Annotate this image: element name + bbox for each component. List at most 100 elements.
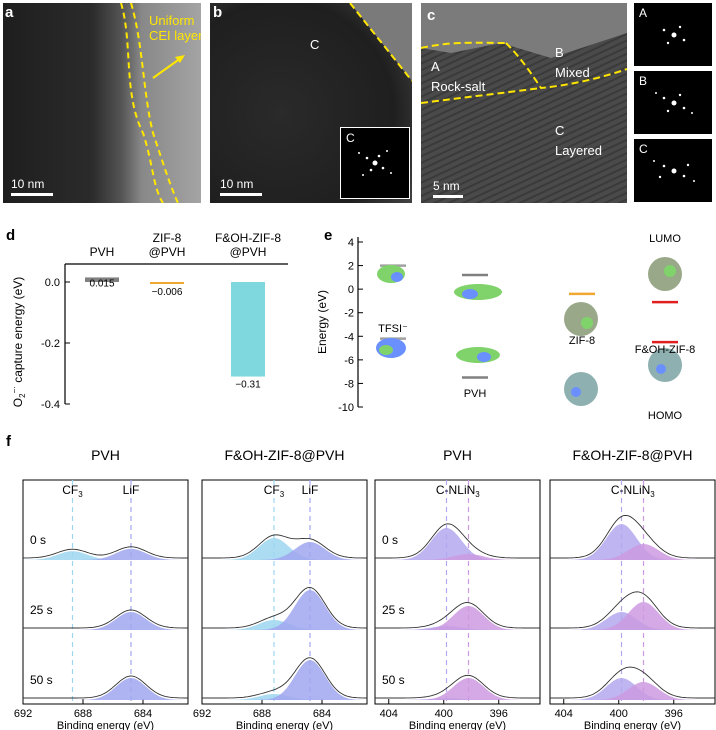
region-a-name: Rock-salt (431, 79, 486, 94)
xps-peak-fill (375, 606, 540, 630)
panel-letter-e: e (324, 227, 332, 244)
tem-image-a: Uniform CEI layer 10 nm (3, 3, 201, 203)
xps-envelope (550, 666, 715, 699)
species-label-fohzif8: F&OH-ZIF-8 (635, 344, 696, 356)
fft-a: A (634, 3, 712, 66)
chart-d-bar (150, 282, 184, 284)
fft-inset-b: C (340, 127, 410, 199)
fft-b: B (634, 71, 712, 134)
xps-frame (201, 479, 368, 705)
xps-column-title: F&OH-ZIF-8@PVH (573, 447, 693, 463)
molecule-fohzif-homo (648, 348, 682, 382)
xps-peak-label: CF3 (62, 483, 83, 499)
species-label-pvh: PVH (464, 388, 487, 400)
xps-peak-fill (550, 602, 715, 630)
xps-peak-fill (23, 551, 188, 560)
chart-e-ytick-label: 2 (348, 261, 354, 273)
chart-e-ytick-label: -6 (344, 355, 354, 367)
xps-frame (22, 479, 189, 705)
xps-peak-fill (202, 542, 367, 560)
xps-xtick-label: 404 (555, 708, 573, 720)
xps-time-label: 25 s (30, 603, 53, 617)
xps-xtick-label: 688 (253, 708, 271, 720)
xps-envelope (375, 523, 540, 559)
chart-d-ytick-label: 0.0 (45, 277, 60, 289)
chart-d-category-label: @PVH (149, 245, 186, 259)
region-c-name: Layered (555, 143, 602, 158)
xps-column-title: PVH (91, 447, 120, 463)
panel-letter-c: c (427, 7, 436, 24)
xps-xtick-label: 400 (435, 708, 453, 720)
chart-d-value-label: −0.31 (235, 380, 261, 391)
xps-xtick-label: 692 (193, 708, 211, 720)
xps-peak-fill (202, 660, 367, 700)
panel-letter-b: b (213, 4, 223, 21)
xps-envelope (202, 534, 367, 559)
chart-d-bar (85, 277, 119, 282)
xps-envelope (23, 609, 188, 629)
chart-e-ytick-label: -2 (344, 308, 354, 320)
xps-xtick-label: 684 (313, 708, 331, 720)
panel-letter-f: f (6, 433, 12, 450)
xps-xlabel: Binding energy (eV) (584, 720, 681, 730)
xps-time-label: 0 s (30, 533, 46, 547)
xps-xtick-label: 688 (74, 708, 92, 720)
xps-time-label: 50 s (30, 673, 53, 687)
molecule-tfsi-homo (376, 338, 406, 358)
region-label-c-b: C (310, 37, 320, 52)
xps-xtick-label: 396 (490, 708, 508, 720)
molecule-pvh-lumo (454, 284, 502, 300)
fft-letter-b2: B (639, 74, 648, 88)
scale-label-b: 10 nm (220, 177, 254, 191)
chart-d-category-label: PVH (90, 245, 115, 259)
molecule-pvh-homo (456, 347, 500, 363)
chart-e-ytick-label: 0 (348, 284, 354, 296)
xps-envelope (202, 657, 367, 699)
species-label-tfsi: TFSI⁻ (378, 323, 408, 335)
chart-d-value-label: −0.006 (152, 287, 183, 298)
xps-column-title: F&OH-ZIF-8@PVH (225, 447, 345, 463)
xps-peak-label: C-N (611, 483, 632, 497)
xps-frame (374, 479, 541, 705)
xps-peak-label: CF3 (264, 483, 285, 499)
xps-envelope (202, 586, 367, 629)
xps-peak-fill (375, 528, 540, 560)
chart-d-ylabel: O2−· capture energy (eV) (10, 277, 27, 408)
xps-peak-fill (202, 590, 367, 630)
scale-bar-a (11, 193, 53, 196)
xps-peak-label: LiF (302, 483, 319, 497)
xps-envelope (550, 514, 715, 559)
chart-d-ytick-label: -0.2 (41, 338, 60, 350)
scale-bar-c (433, 195, 463, 198)
fft-letter-b: C (346, 131, 355, 145)
region-c-letter: C (555, 123, 565, 138)
chart-d-category-label: ZIF-8 (153, 231, 182, 245)
xps-xtick-label: 396 (665, 708, 683, 720)
chart-e: e 4 2 0 -2 -4 -6 -8 -10 Energy (eV) LUMO HOMO T… (318, 227, 696, 422)
panel-letter-a: a (5, 4, 14, 21)
xps-envelope (22, 546, 188, 559)
xps-peak-fill (550, 524, 715, 560)
chart-e-ytick-label: 4 (348, 237, 354, 249)
cei-label: Uniform CEI layer (149, 13, 201, 43)
xps-time-label: 50 s (382, 673, 405, 687)
xps-time-label: 25 s (382, 603, 405, 617)
xps-peak-fill (23, 678, 188, 700)
xps-peak-label: LiF (123, 483, 140, 497)
scale-label-c: 5 nm (433, 179, 460, 193)
molecule-zif-homo (564, 372, 598, 406)
xps-envelope (375, 674, 540, 699)
chart-d-value-label: 0.015 (89, 278, 114, 289)
xps-xlabel: Binding energy (eV) (57, 720, 154, 730)
region-b-letter: B (555, 45, 564, 60)
xps-xtick-label: 404 (380, 708, 398, 720)
chart-e-ytick-label: -8 (344, 378, 354, 390)
xps-xtick-label: 400 (610, 708, 628, 720)
xps-xtick-label: 684 (134, 708, 152, 720)
xps-peak-fill (550, 544, 715, 560)
xps-peak-fill (202, 538, 367, 560)
